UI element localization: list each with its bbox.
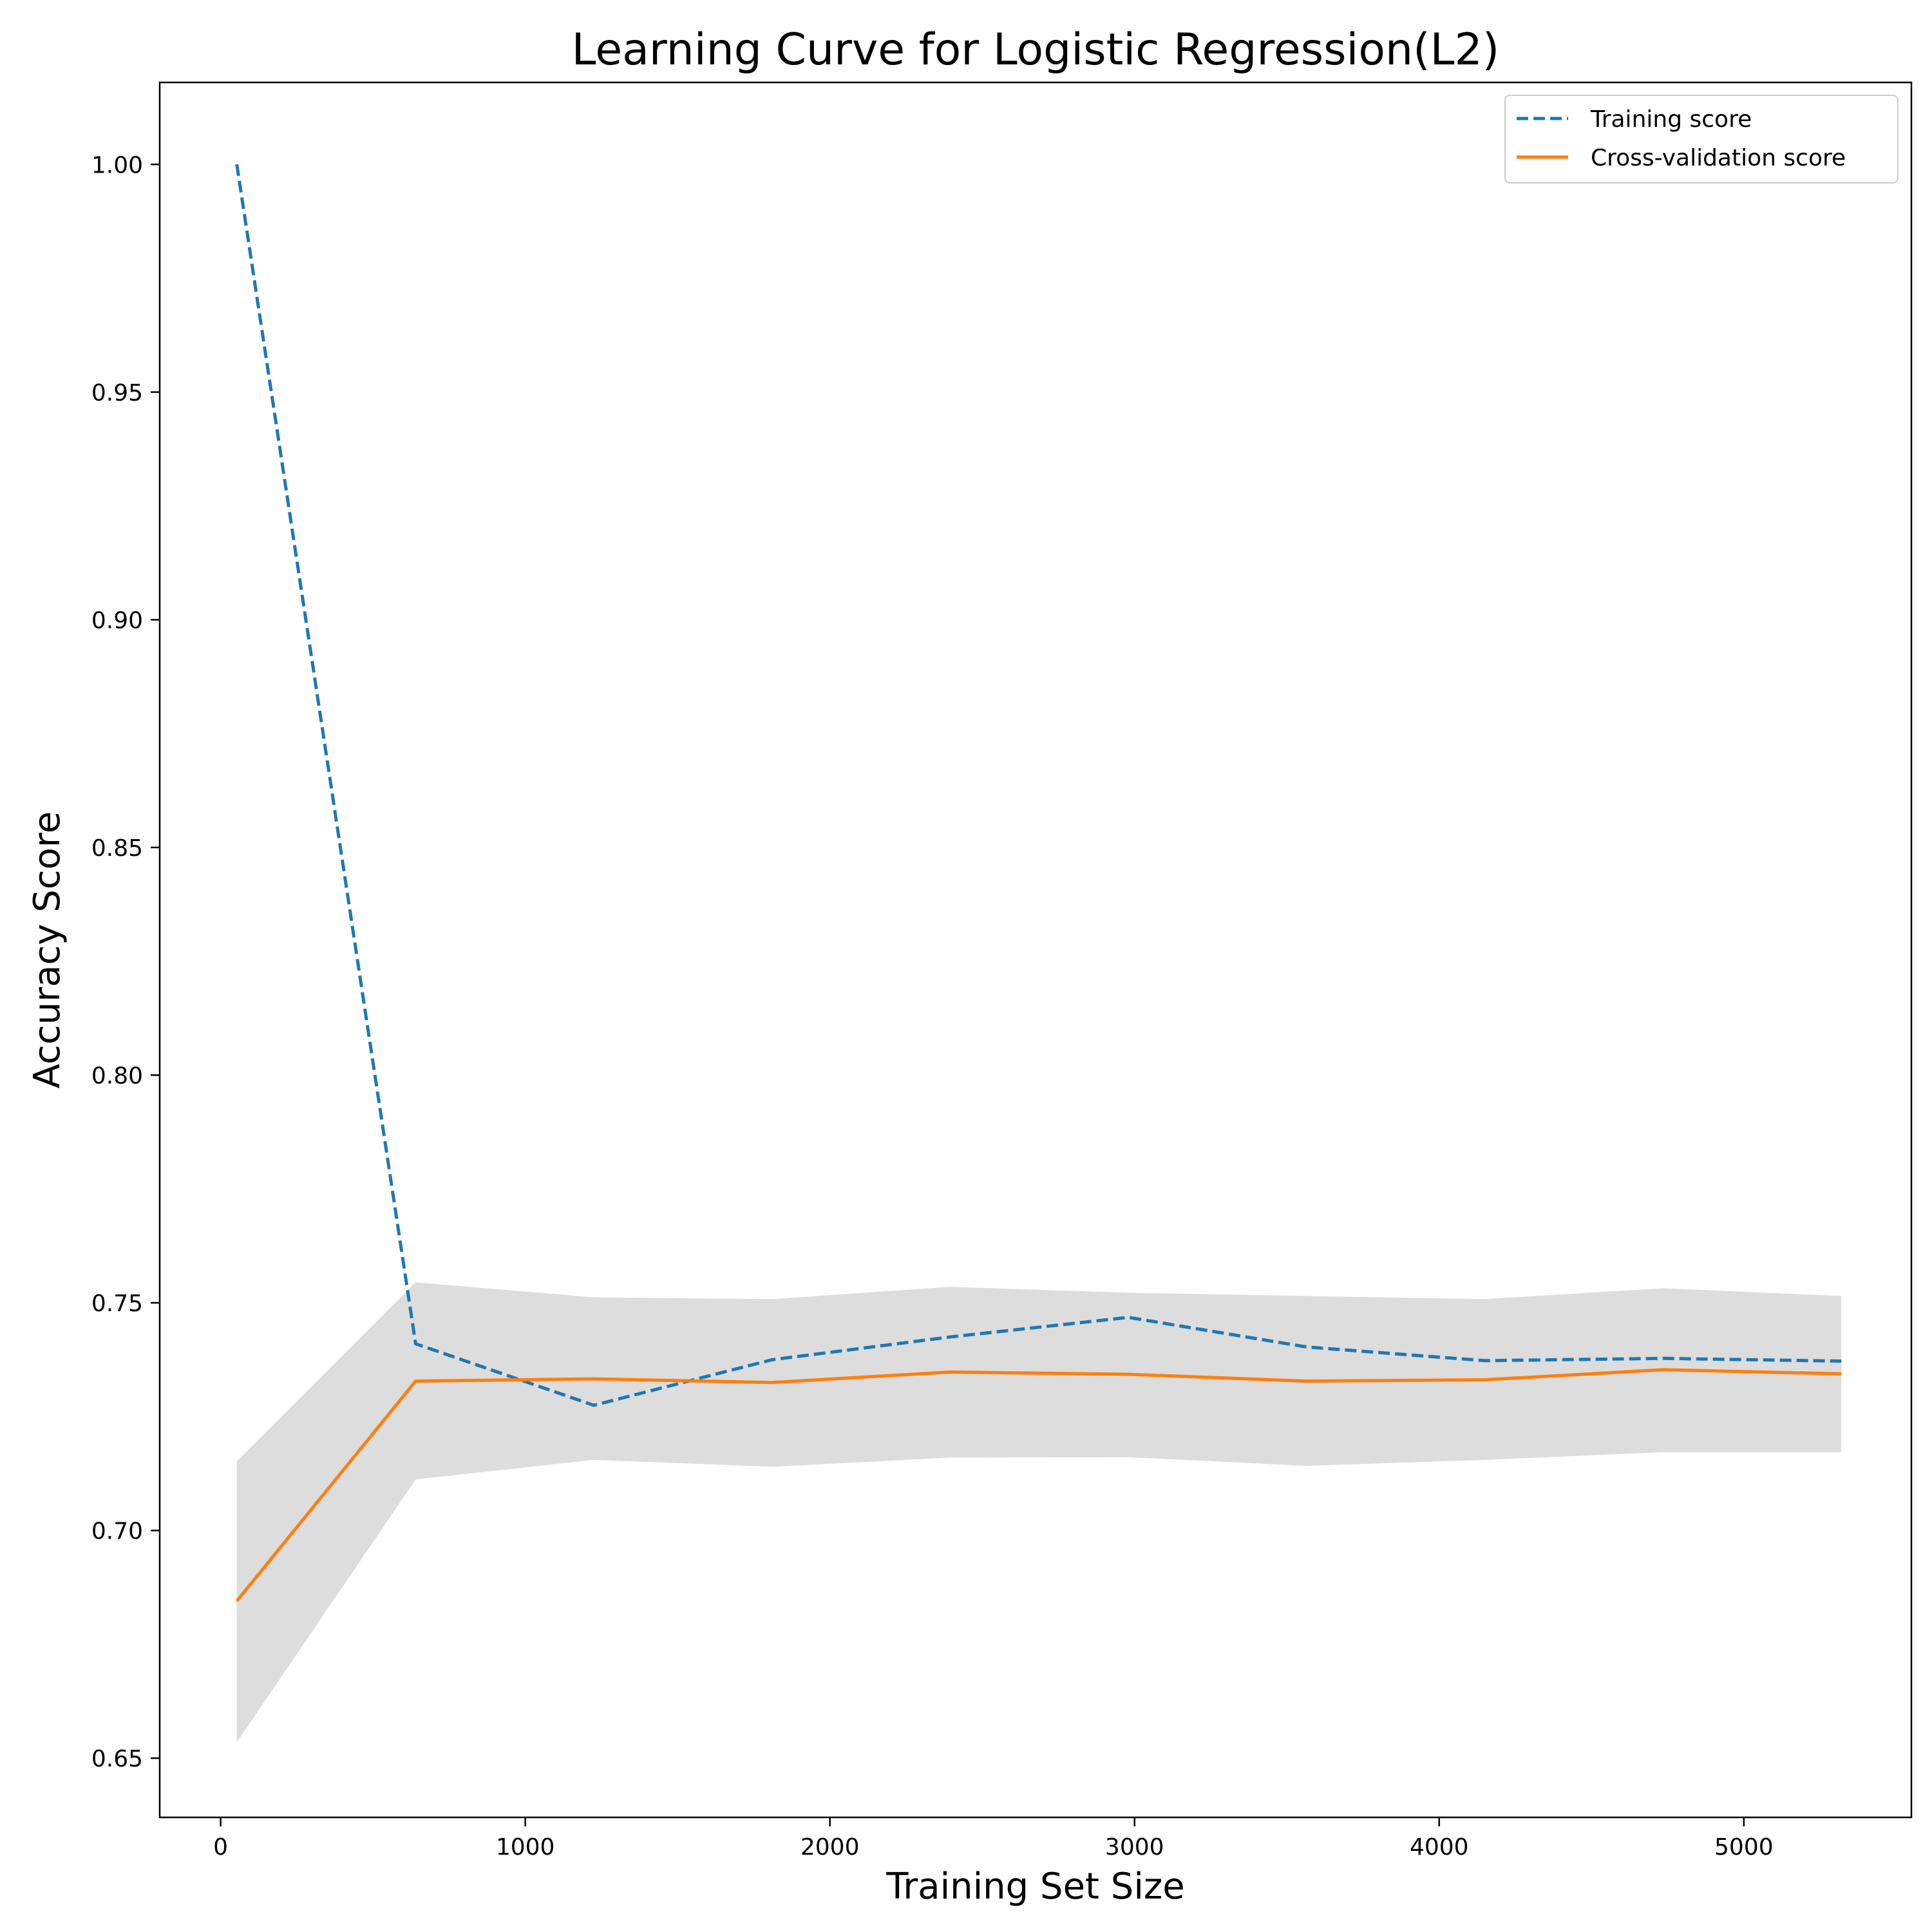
- y-tick-label: 0.85: [91, 835, 143, 862]
- chart-title: Learning Curve for Logistic Regression(L…: [572, 24, 1500, 75]
- x-tick-label: 3000: [1105, 1834, 1164, 1861]
- y-tick-label: 0.75: [91, 1291, 143, 1317]
- y-axis-label: Accuracy Score: [26, 811, 68, 1088]
- y-tick-label: 0.65: [91, 1746, 143, 1772]
- y-tick-label: 0.70: [91, 1519, 143, 1545]
- series-line-cross-validation-score: [235, 1368, 1842, 1602]
- x-tick-label: 5000: [1714, 1834, 1774, 1861]
- axes-frame: [158, 81, 1913, 1819]
- x-tick-label: 4000: [1410, 1834, 1469, 1861]
- score-std-band: [236, 1282, 1842, 1743]
- legend-label-training-score: Training score: [1590, 106, 1752, 133]
- x-tick-label: 0: [213, 1834, 228, 1861]
- x-axis-label: Training Set Size: [886, 1866, 1184, 1908]
- x-tick-label: 1000: [496, 1834, 555, 1861]
- legend-box: [1504, 95, 1899, 184]
- x-tick-label: 2000: [800, 1834, 860, 1861]
- y-tick-label: 0.80: [91, 1063, 143, 1089]
- y-tick-label: 0.95: [91, 380, 143, 406]
- series-line-training-score: [235, 164, 1842, 1407]
- legend: Training score Cross-validation score: [1504, 95, 1899, 184]
- y-tick-label: 0.90: [91, 607, 143, 634]
- y-tick-label: 1.00: [91, 152, 143, 178]
- legend-label-cross-validation-score: Cross-validation score: [1591, 145, 1846, 171]
- axis-ticks: 0 1000 2000 3000 4000 5000 0.65 0.70 0.75 0.80 0.8…: [91, 152, 1774, 1861]
- plot-area: [235, 164, 1842, 1743]
